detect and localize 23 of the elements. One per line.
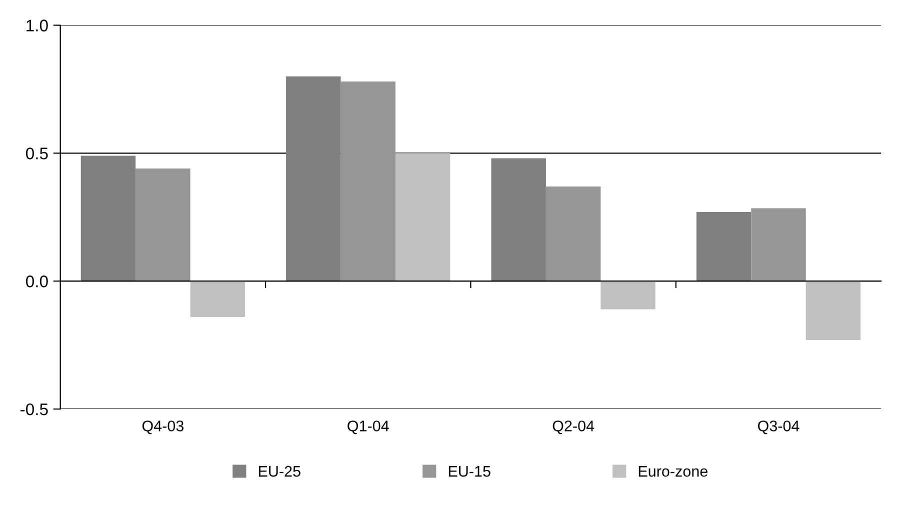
bar — [80, 156, 136, 282]
x-tick-label: Q4-03 — [142, 420, 184, 434]
bar — [395, 153, 450, 282]
bar — [136, 168, 190, 282]
bar — [600, 281, 656, 310]
bar — [491, 158, 546, 282]
bar — [190, 281, 245, 317]
bar — [340, 82, 396, 282]
bar — [751, 208, 806, 282]
y-tick-label: -0.5 — [20, 403, 48, 416]
y-tick-label: 0.0 — [26, 276, 48, 288]
bar — [286, 76, 341, 282]
bar — [546, 186, 601, 282]
x-tick-label: Q3-04 — [758, 420, 800, 434]
bar — [806, 281, 861, 340]
x-tick-label: Q2-04 — [552, 420, 594, 434]
bar — [696, 212, 752, 282]
legend-label: EU-15 — [448, 466, 490, 477]
y-tick-label: 1.0 — [26, 20, 48, 32]
legend-label: Euro-zone — [638, 466, 708, 477]
legend-label: EU-25 — [258, 466, 300, 477]
y-tick-label: 0.5 — [26, 148, 48, 160]
x-tick-label: Q1-04 — [348, 420, 389, 434]
